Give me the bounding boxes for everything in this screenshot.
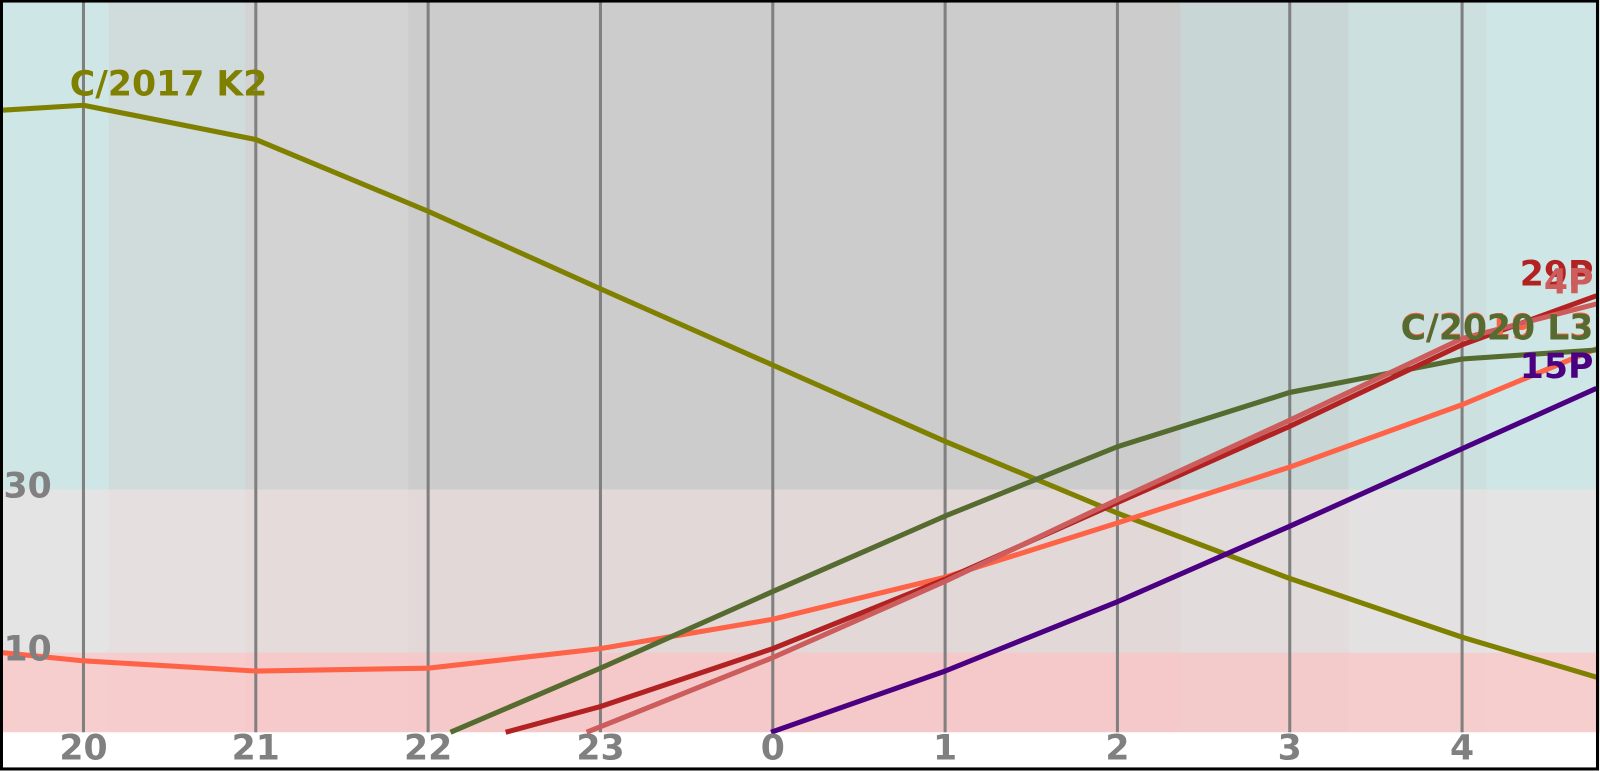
x-tick-label: 22 <box>404 729 452 769</box>
altitude-band <box>0 489 1600 653</box>
x-tick-label: 2 <box>1105 729 1129 769</box>
y-tick-label: 30 <box>4 466 52 506</box>
series-label: C/2019 L3 <box>1401 307 1594 347</box>
series-line <box>2 102 1598 680</box>
series-label: C/2017 K2 <box>70 65 268 105</box>
x-tick-label: 4 <box>1450 729 1474 769</box>
series-label: 29P <box>1520 254 1594 294</box>
x-tick-label: 21 <box>232 729 280 769</box>
series-line <box>585 301 1598 735</box>
plot-lines <box>2 102 1598 735</box>
grid <box>81 2 1464 733</box>
x-tick-label: 23 <box>576 729 624 769</box>
x-tick-label: 20 <box>59 729 107 769</box>
x-tick-label: 0 <box>761 729 785 769</box>
x-tick-label: 1 <box>933 729 957 769</box>
series-line <box>2 346 1598 674</box>
x-tick-label: 3 <box>1278 729 1302 769</box>
series-label: 15P <box>1520 347 1594 387</box>
series-line <box>770 386 1598 735</box>
series-label: 4P <box>1544 263 1594 303</box>
altitude-bands <box>0 489 1600 735</box>
y-tick-label: 10 <box>4 630 52 670</box>
series-line <box>449 347 1597 735</box>
series-label: C/2020 L3 <box>1401 309 1594 349</box>
axis-strip <box>0 732 1600 771</box>
